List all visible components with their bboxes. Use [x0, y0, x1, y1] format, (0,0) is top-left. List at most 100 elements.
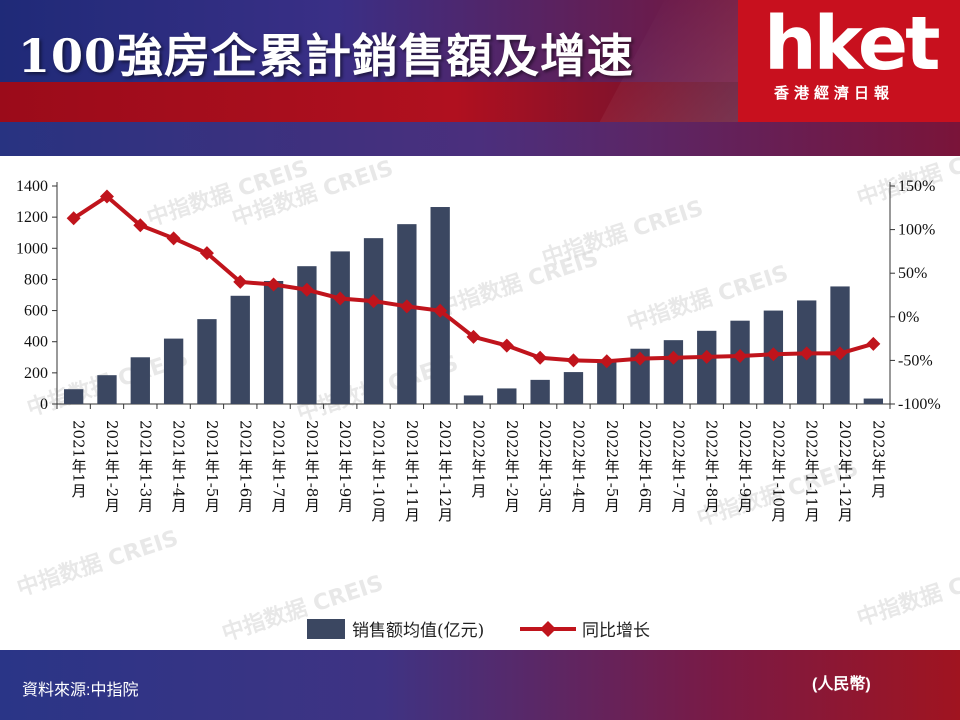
legend-bar-label: 销售额均值(亿元) [352, 621, 484, 641]
growth-point [166, 231, 181, 246]
chart-area: 中指数据 CREIS 中指数据 CREIS 中指数据 CREIS 中指数据 CREIS… [0, 156, 960, 650]
watermark-text: 中指数据 CREIS [14, 525, 182, 602]
legend-line-marker [540, 621, 556, 637]
header-lower-band [0, 122, 960, 156]
growth-point [533, 350, 548, 365]
x-tick-label: 2021年1-2月 [103, 420, 121, 514]
bar [163, 338, 184, 404]
logo-wordmark: hket [764, 1, 940, 87]
growth-point [466, 329, 481, 344]
growth-point [566, 353, 581, 368]
hket-logo: hket 香港經濟日報 [738, 0, 960, 122]
x-tick-label: 2022年1-9月 [736, 420, 754, 514]
bar [463, 395, 484, 404]
growth-point [766, 347, 781, 362]
page-title: 100強房企累計銷售額及增速 [18, 29, 635, 83]
watermark-text: 中指数据 CREIS [539, 195, 707, 272]
x-tick-label: 2021年1月 [70, 420, 88, 499]
x-tick-label: 2022年1-5月 [603, 420, 621, 514]
growth-point [299, 282, 314, 297]
x-tick-label: 2022年1-7月 [669, 420, 687, 514]
x-tick-label: 2021年1-8月 [303, 420, 321, 514]
bar [197, 319, 217, 404]
bar [297, 266, 317, 404]
logo-subtitle: 香港經濟日報 [774, 84, 895, 102]
left-tick-label: 800 [24, 271, 48, 288]
growth-point [799, 346, 814, 361]
x-tick-label: 2021年1-5月 [203, 420, 221, 514]
right-tick-label: 50% [898, 265, 927, 282]
growth-point [99, 189, 114, 204]
footer-banner: 資料來源:中指院 (人民幣) [0, 650, 960, 720]
growth-point [366, 294, 381, 309]
x-tick-label: 2021年1-7月 [270, 420, 288, 514]
legend: 销售额均值(亿元) 同比增长 [307, 619, 650, 641]
x-tick-label: 2022年1-3月 [536, 420, 554, 514]
left-tick-label: 600 [24, 303, 48, 320]
growth-point [833, 346, 848, 361]
growth-point [633, 351, 648, 366]
x-tick-label: 2022年1-4月 [569, 420, 587, 514]
growth-point [333, 291, 348, 306]
source-note: 資料來源:中指院 [22, 682, 139, 699]
bar [330, 251, 350, 404]
left-tick-label: 1200 [16, 209, 48, 226]
left-tick-label: 1000 [16, 240, 48, 257]
bar [697, 330, 717, 404]
growth-point [399, 299, 414, 314]
x-tick-label: 2021年1-11月 [403, 420, 421, 523]
bar [130, 357, 150, 404]
left-tick-label: 400 [24, 334, 48, 351]
x-tick-label: 2023年1月 [869, 420, 887, 499]
bar [630, 348, 650, 404]
growth-point [433, 303, 448, 318]
x-tick-label: 2021年1-6月 [236, 420, 254, 514]
growth-point [266, 277, 281, 292]
x-tick-label: 2021年1-10月 [370, 420, 388, 523]
header-banner: 100強房企累計銷售額及增速 hket 香港經濟日報 [0, 0, 960, 122]
growth-point [199, 246, 214, 261]
right-tick-label: -100% [898, 396, 941, 413]
right-tick-label: 0% [898, 309, 919, 326]
x-tick-label: 2021年1-3月 [136, 420, 154, 514]
bar [663, 340, 684, 404]
watermark-text: 中指数据 CREIS [854, 555, 960, 632]
bar [597, 361, 617, 404]
x-tick-label: 2022年1-2月 [503, 420, 521, 514]
bar [363, 238, 384, 404]
growth-point [733, 349, 748, 364]
x-tick-label: 2022年1-8月 [703, 420, 721, 514]
growth-point [866, 336, 881, 351]
growth-point [699, 349, 714, 364]
bar [63, 389, 84, 404]
bar [497, 388, 517, 404]
growth-point [499, 338, 514, 353]
right-tick-label: 150% [898, 178, 935, 195]
bar [230, 295, 250, 404]
growth-point [599, 354, 614, 369]
bar [863, 398, 884, 404]
x-tick-label: 2022年1月 [470, 420, 488, 499]
header-red-stripe [0, 82, 760, 122]
currency-unit-note: (人民幣) [812, 676, 871, 693]
right-tick-label: -50% [898, 352, 933, 369]
left-tick-label: 0 [40, 396, 48, 413]
left-tick-label: 1400 [16, 178, 48, 195]
growth-point [666, 350, 681, 365]
x-tick-label: 2021年1-4月 [170, 420, 188, 514]
growth-point [233, 274, 248, 289]
bar [830, 286, 850, 404]
growth-point [66, 211, 81, 226]
bar [263, 280, 284, 404]
bar [530, 379, 550, 404]
x-tick-label: 2022年1-6月 [636, 420, 654, 514]
x-tick-label: 2022年1-12月 [836, 420, 854, 523]
x-tick-label: 2022年1-11月 [803, 420, 821, 523]
bar [97, 375, 117, 404]
legend-line-label: 同比增长 [582, 621, 650, 641]
bar [397, 224, 417, 404]
right-tick-label: 100% [898, 222, 935, 239]
growth-point [133, 218, 148, 233]
x-tick-label: 2022年1-10月 [769, 420, 787, 523]
